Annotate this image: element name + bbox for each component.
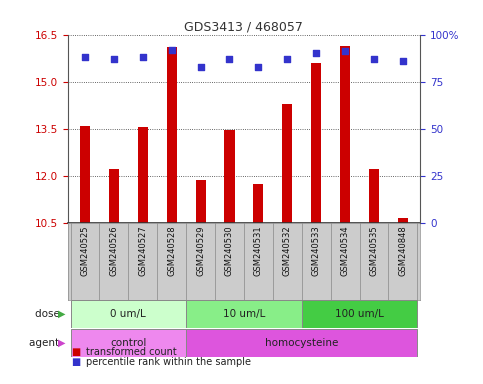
Bar <box>80 126 90 223</box>
Text: GSM240534: GSM240534 <box>341 225 350 276</box>
Text: GSM240529: GSM240529 <box>196 225 205 276</box>
Bar <box>71 329 186 356</box>
Text: GSM240530: GSM240530 <box>225 225 234 276</box>
Text: GSM240532: GSM240532 <box>283 225 292 276</box>
Text: ■: ■ <box>72 357 85 367</box>
Text: dose: dose <box>35 309 63 319</box>
Point <box>255 63 262 70</box>
Point <box>168 46 175 53</box>
Text: ▶: ▶ <box>57 338 65 348</box>
Text: homocysteine: homocysteine <box>265 338 339 348</box>
Text: GSM240525: GSM240525 <box>81 225 89 276</box>
Point <box>399 58 407 64</box>
Bar <box>398 218 408 223</box>
Bar <box>369 169 379 223</box>
Text: ▶: ▶ <box>57 309 65 319</box>
Point <box>226 56 233 62</box>
Bar <box>186 329 417 356</box>
Bar <box>167 47 177 223</box>
Bar <box>186 300 302 328</box>
Point <box>341 48 349 55</box>
Point <box>284 56 291 62</box>
Bar <box>253 184 263 223</box>
Point <box>110 56 118 62</box>
Bar <box>196 180 206 223</box>
Bar <box>282 104 292 223</box>
Text: control: control <box>110 338 146 348</box>
Bar <box>302 300 417 328</box>
Text: GSM240848: GSM240848 <box>398 225 407 276</box>
Bar <box>311 63 321 223</box>
Point <box>370 56 378 62</box>
Text: 0 um/L: 0 um/L <box>111 309 146 319</box>
Bar <box>109 169 119 223</box>
Text: GSM240531: GSM240531 <box>254 225 263 276</box>
Bar <box>138 127 148 223</box>
Text: GSM240527: GSM240527 <box>138 225 147 276</box>
Text: GSM240528: GSM240528 <box>167 225 176 276</box>
Point <box>139 54 147 60</box>
Text: percentile rank within the sample: percentile rank within the sample <box>86 357 251 367</box>
Point <box>197 63 204 70</box>
Bar <box>225 130 235 223</box>
Text: GSM240526: GSM240526 <box>109 225 118 276</box>
Text: transformed count: transformed count <box>86 347 177 357</box>
Text: 100 um/L: 100 um/L <box>335 309 384 319</box>
Text: GSM240535: GSM240535 <box>369 225 379 276</box>
Bar <box>340 46 350 223</box>
Bar <box>71 300 186 328</box>
Text: 10 um/L: 10 um/L <box>223 309 265 319</box>
Point <box>81 54 89 60</box>
Title: GDS3413 / 468057: GDS3413 / 468057 <box>185 20 303 33</box>
Text: ■: ■ <box>72 347 85 357</box>
Text: GSM240533: GSM240533 <box>312 225 321 276</box>
Text: agent: agent <box>29 338 63 348</box>
Point <box>313 50 320 56</box>
